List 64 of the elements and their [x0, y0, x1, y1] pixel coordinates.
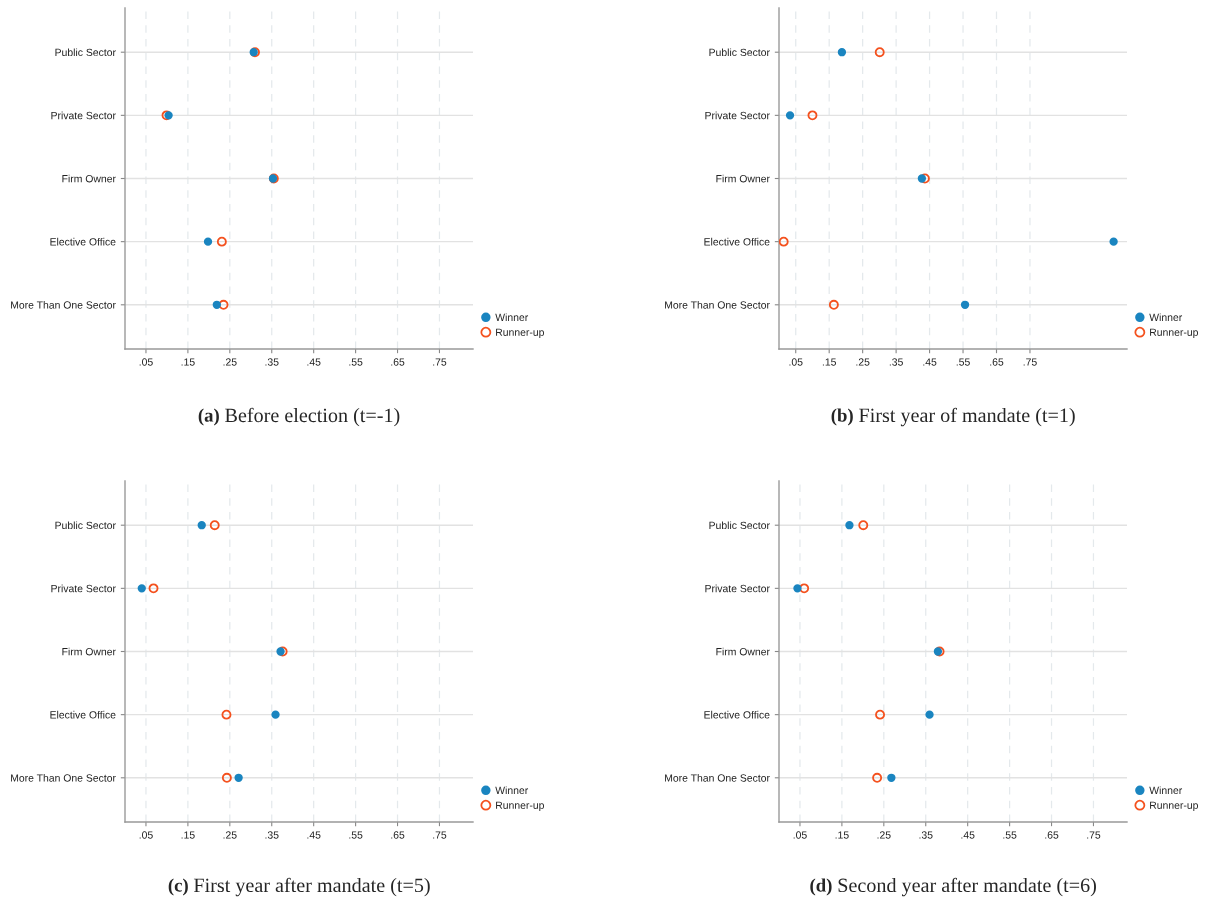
y-tick-label: Public Sector — [709, 521, 770, 530]
x-tick-label: .75 — [433, 358, 447, 366]
x-tick-label: .45 — [307, 358, 321, 366]
legend-label: Runner-up — [496, 328, 545, 339]
y-tick-label: Public Sector — [55, 521, 116, 530]
y-tick-label: Firm Owner — [62, 647, 116, 656]
x-tick-label: .25 — [223, 358, 237, 366]
x-tick-label: .75 — [1023, 358, 1037, 366]
y-tick-label: Private Sector — [705, 584, 770, 593]
legend-label: Winner — [495, 313, 529, 322]
x-tick-label: .35 — [919, 831, 933, 839]
legend-label: Winner — [495, 786, 529, 795]
x-tick-label: .75 — [1087, 831, 1101, 839]
x-tick-label: .35 — [265, 358, 279, 366]
y-tick-label: More Than One Sector — [665, 301, 770, 309]
y-tick-label: Private Sector — [51, 584, 116, 593]
x-tick-label: .45 — [961, 831, 975, 839]
legend-label: Winner — [1149, 786, 1183, 795]
x-tick-label: .35 — [889, 358, 903, 366]
x-tick-label: .45 — [307, 831, 321, 839]
x-tick-label: .35 — [265, 831, 279, 839]
x-tick-label: .05 — [139, 358, 153, 366]
x-tick-label: .15 — [835, 831, 849, 839]
x-tick-label: .05 — [789, 358, 803, 366]
y-tick-label: Elective Office — [50, 710, 116, 719]
y-tick-label: Elective Office — [704, 710, 770, 719]
x-tick-label: .55 — [1003, 831, 1017, 839]
x-tick-label: .15 — [181, 831, 195, 839]
x-tick-label: .25 — [223, 831, 237, 839]
text: (b) First year of mandate (t=1) — [831, 407, 1075, 427]
x-tick-label: .05 — [139, 831, 153, 839]
legend-label: Runner-up — [496, 801, 545, 812]
x-tick-label: .65 — [1045, 831, 1059, 839]
x-tick-label: .55 — [349, 358, 363, 366]
legend-label: Runner-up — [1150, 328, 1199, 339]
y-tick-label: Firm Owner — [716, 174, 770, 183]
text: (d) Second year after mandate (t=6) — [810, 877, 1096, 897]
x-tick-label: .25 — [856, 358, 870, 366]
x-tick-label: .25 — [877, 831, 891, 839]
x-tick-label: .65 — [990, 358, 1004, 366]
y-tick-label: Private Sector — [51, 111, 116, 120]
legend-label: Runner-up — [1150, 801, 1199, 812]
y-tick-label: Public Sector — [55, 48, 116, 57]
y-tick-label: Elective Office — [704, 237, 770, 246]
y-tick-label: More Than One Sector — [11, 301, 116, 309]
y-tick-label: Firm Owner — [62, 174, 116, 183]
x-tick-label: .65 — [391, 358, 405, 366]
x-tick-label: .75 — [433, 831, 447, 839]
y-tick-label: More Than One Sector — [11, 774, 116, 782]
y-tick-label: Private Sector — [705, 111, 770, 120]
y-tick-label: Public Sector — [709, 48, 770, 57]
legend-label: Winner — [1149, 313, 1183, 322]
x-tick-label: .55 — [349, 831, 363, 839]
x-tick-label: .65 — [391, 831, 405, 839]
x-tick-label: .05 — [793, 831, 807, 839]
x-tick-label: .15 — [181, 358, 195, 366]
text: (c) First year after mandate (t=5) — [168, 877, 430, 897]
text: (a) Before election (t=-1) — [198, 407, 400, 427]
y-tick-label: Elective Office — [50, 237, 116, 246]
y-tick-label: More Than One Sector — [665, 774, 770, 782]
x-tick-label: .55 — [956, 358, 970, 366]
x-tick-label: .15 — [822, 358, 836, 366]
y-tick-label: Firm Owner — [716, 647, 770, 656]
x-tick-label: .45 — [923, 358, 937, 366]
